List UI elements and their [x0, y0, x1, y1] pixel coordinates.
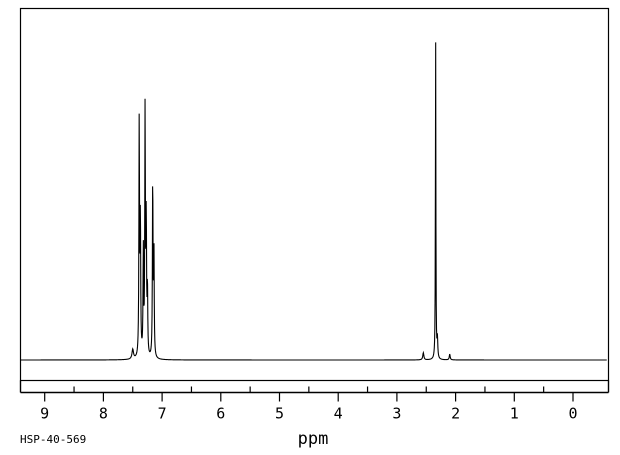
axis-tick-label: 1 — [510, 405, 519, 423]
axis-tick-labels: 9 8 7 6 5 4 3 2 1 0 — [40, 405, 577, 423]
axis-tick-label: 0 — [568, 405, 577, 423]
x-axis-title: ppm — [298, 429, 329, 449]
sample-id-label: HSP-40-569 — [20, 433, 86, 446]
axis-tick-label: 7 — [158, 405, 167, 423]
plot-frame — [19, 7, 610, 382]
axis-tick-label: 3 — [392, 405, 401, 423]
axis-tick-label: 5 — [275, 405, 284, 423]
axis-tick-label: 6 — [216, 405, 225, 423]
axis-tick-label: 9 — [40, 405, 49, 423]
axis-tick-label: 8 — [99, 405, 108, 423]
spectrum-trace — [21, 42, 607, 361]
axis-tick-label: 2 — [451, 405, 460, 423]
axis-ticks — [44, 386, 574, 402]
axis-tick-label: 4 — [334, 405, 343, 423]
